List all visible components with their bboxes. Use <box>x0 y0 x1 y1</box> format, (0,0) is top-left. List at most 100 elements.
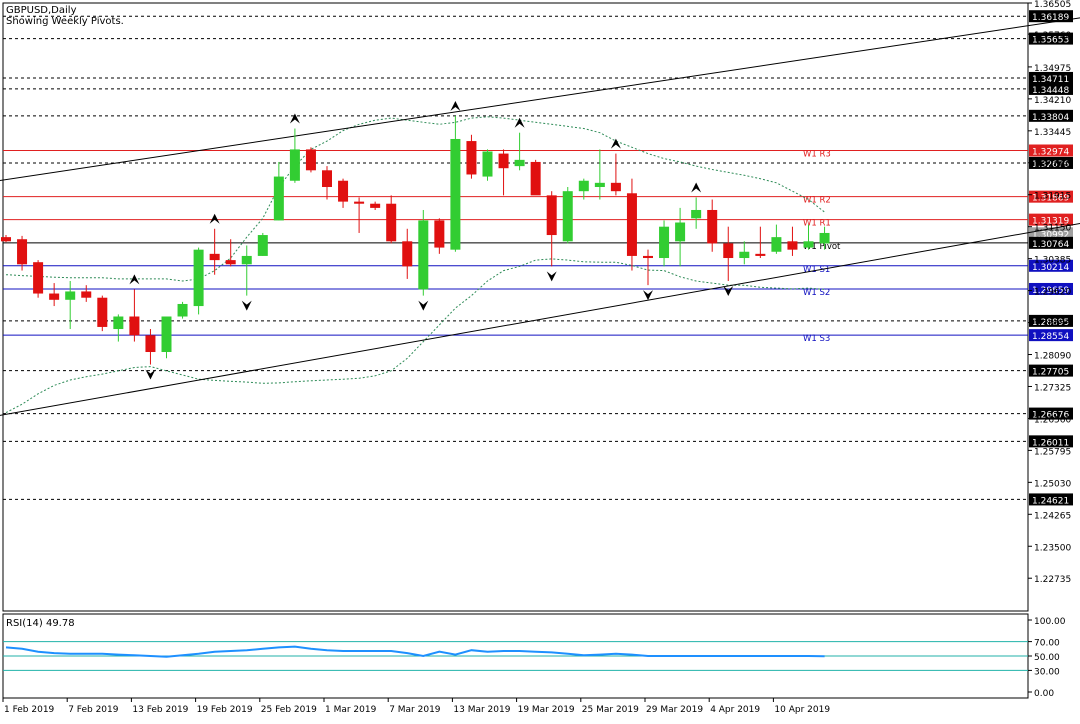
candle-body <box>498 153 509 169</box>
level-price-label: 1.34711 <box>1032 75 1069 85</box>
candle-body <box>338 180 349 202</box>
fractal-down-arrow <box>145 369 156 380</box>
date-tick-label: 25 Feb 2019 <box>261 705 317 715</box>
date-tick-label: 29 Mar 2019 <box>646 705 703 715</box>
pivot-tag: W1 R3 <box>803 149 831 159</box>
level-price-box <box>1029 190 1073 203</box>
candle-body <box>65 291 76 300</box>
price-tick-label: 1.28090 <box>1034 352 1071 362</box>
level-price-label: 1.34448 <box>1032 86 1069 96</box>
candle-body <box>562 191 573 242</box>
candle-body <box>305 149 316 171</box>
candle-body <box>450 138 461 250</box>
candle-body <box>803 241 814 248</box>
price-tick-label: 1.34210 <box>1034 96 1071 106</box>
candle-body <box>289 149 300 181</box>
candle-body <box>707 209 718 244</box>
fractal-up-arrow <box>691 182 702 193</box>
fractal-down-arrow <box>723 285 734 296</box>
date-tick-label: 13 Mar 2019 <box>453 705 510 715</box>
candle-body <box>418 220 429 290</box>
rsi-line <box>5 645 825 658</box>
candle-body <box>578 180 589 192</box>
candle-body <box>354 201 365 204</box>
price-tick-label: 1.31915 <box>1034 192 1071 202</box>
candle-body <box>514 159 525 167</box>
candle-body <box>659 226 670 259</box>
level-price-label: 1.31869 <box>1032 194 1069 204</box>
price-tick-label: 1.28855 <box>1034 320 1071 330</box>
fractal-up-arrow <box>209 213 220 224</box>
candle-body <box>771 237 782 252</box>
fractal-down-arrow <box>418 300 429 311</box>
candle-body <box>643 255 653 259</box>
price-tick-label: 1.32680 <box>1034 160 1071 170</box>
price-tick-label: 1.30385 <box>1034 256 1071 266</box>
candle-body <box>723 243 734 259</box>
fractal-up-arrow <box>610 138 621 149</box>
level-price-label: 1.26011 <box>1032 438 1069 448</box>
level-price-label: 1.28895 <box>1032 318 1069 328</box>
price-tick-label: 1.24265 <box>1034 511 1071 521</box>
candle-body <box>33 262 44 294</box>
candle-body <box>546 195 557 236</box>
rsi-tick-label: 50.00 <box>1034 653 1060 663</box>
candle-body <box>530 161 541 196</box>
candle-body <box>755 253 766 256</box>
candle-body <box>129 316 140 336</box>
candle-body <box>209 253 220 261</box>
date-tick-label: 19 Mar 2019 <box>518 705 575 715</box>
price-tick-label: 1.29620 <box>1034 288 1071 298</box>
level-price-label: 1.33804 <box>1032 113 1069 123</box>
price-tick-label: 1.34975 <box>1034 64 1071 74</box>
candle-body <box>113 316 124 330</box>
candle-body <box>787 241 798 250</box>
price-tick-label: 1.33445 <box>1034 128 1071 138</box>
fractal-up-arrow <box>129 274 140 285</box>
date-tick-label: 10 Apr 2019 <box>774 705 830 715</box>
level-price-box <box>1029 364 1073 377</box>
level-price-label: 1.35653 <box>1032 36 1069 46</box>
fractal-up-arrow <box>514 117 525 128</box>
pivot-tag: W1 S3 <box>803 334 830 344</box>
price-tick-label: 1.36505 <box>1034 0 1071 10</box>
trendline <box>0 222 1080 416</box>
lower-band-line <box>5 258 825 414</box>
level-price-box <box>1029 435 1073 448</box>
candle-body <box>273 176 284 221</box>
trendline <box>0 17 1080 181</box>
rsi-label: RSI(14) 49.78 <box>6 618 75 629</box>
level-price-box <box>1029 407 1073 420</box>
date-tick-label: 1 Feb 2019 <box>4 705 55 715</box>
candle-body <box>49 293 60 300</box>
fractal-up-arrow <box>289 113 300 124</box>
candle-body <box>193 249 204 307</box>
level-price-label: 1.30992 <box>1032 230 1069 240</box>
candle-body <box>594 182 605 188</box>
price-tick-label: 1.27325 <box>1034 383 1071 393</box>
fractal-up-arrow <box>450 100 461 111</box>
level-price-label: 1.30214 <box>1032 263 1069 273</box>
level-price-box <box>1029 109 1073 122</box>
pivot-tag: W1 S2 <box>803 288 830 298</box>
level-price-label: 1.30764 <box>1032 240 1069 250</box>
level-price-box <box>1029 82 1073 95</box>
upper-band-line <box>5 116 825 282</box>
level-price-box <box>1029 10 1073 23</box>
level-price-label: 1.28554 <box>1032 332 1069 342</box>
candle-body <box>241 255 252 265</box>
candle-body <box>145 335 156 353</box>
pivot-tag: W1 R1 <box>803 219 831 229</box>
level-price-label: 1.27705 <box>1032 368 1069 378</box>
level-price-box <box>1029 282 1073 295</box>
price-tick-label: 1.26560 <box>1034 415 1071 425</box>
candle-body <box>97 297 108 327</box>
level-price-box <box>1029 259 1073 272</box>
main-panel-frame <box>2 2 1029 612</box>
price-tick-label: 1.22735 <box>1034 575 1071 585</box>
chart-subtitle: Showing Weekly Pivots. <box>6 16 124 27</box>
level-price-box <box>1029 314 1073 327</box>
level-price-box <box>1029 32 1073 45</box>
